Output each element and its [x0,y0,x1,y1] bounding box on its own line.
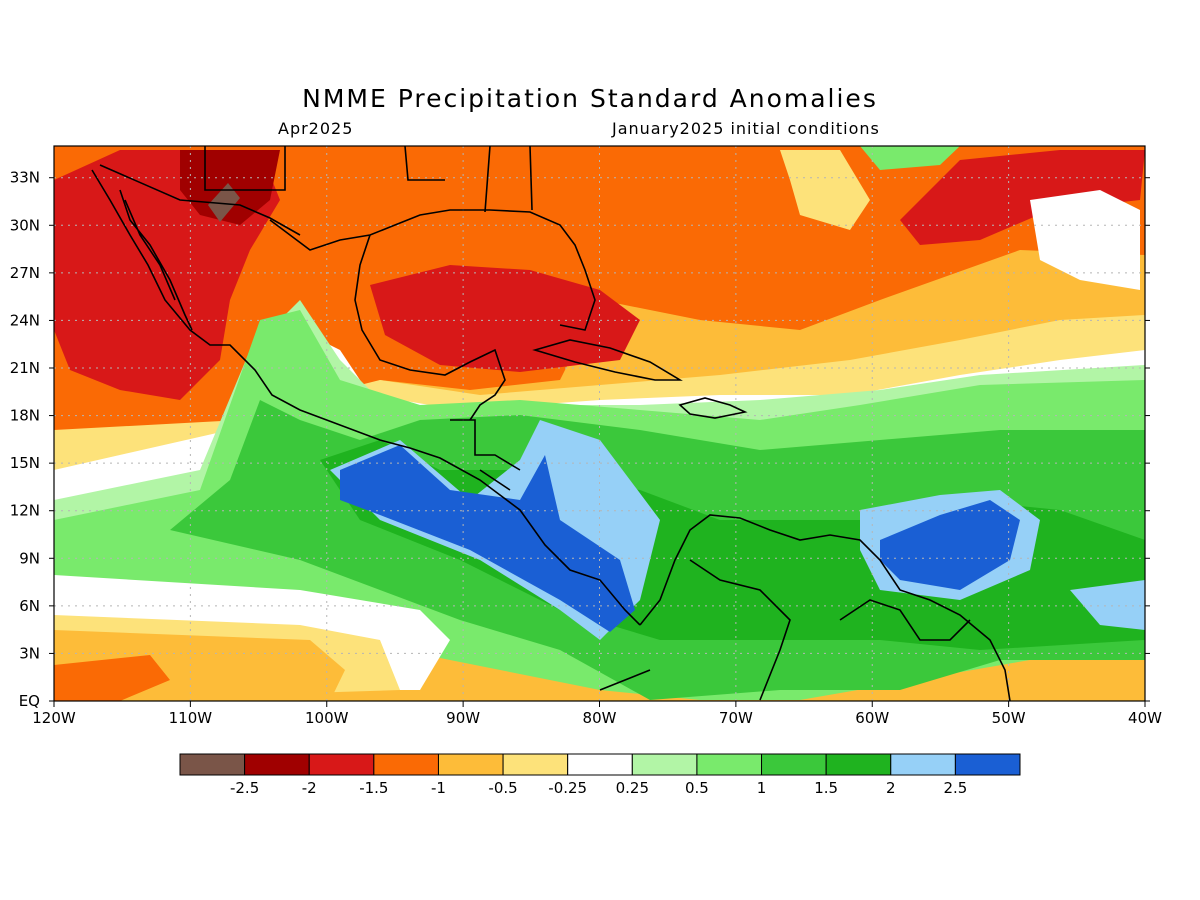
colorbar-legend: -2.5 -2 -1.5 -1 -0.5 -0.25 0.25 0.5 1 1.5 2 2.5 [179,753,1021,797]
lat-tick-label: 18N [10,407,40,425]
lon-tick-label: 40W [1128,709,1162,727]
coastline-gulf [269,209,596,421]
lat-tick-label: 21N [10,359,40,377]
lat-tick-label: 3N [19,644,40,662]
colorbar-swatch [567,753,633,776]
anomaly-region-gulf-dryness [370,265,640,372]
coastline-hispaniola [678,397,748,419]
colorbar-swatch [825,753,892,776]
colorbar-swatch [954,753,1021,776]
colorbar-label: -1.5 [359,779,388,797]
colorbar-label: -2 [302,779,317,797]
colorbar-swatch [244,753,310,776]
anomaly-field [54,146,1145,701]
anomaly-region-wet-deep-blue-atlantic [880,500,1020,590]
colorbar-label: 2 [886,779,896,797]
anomaly-region-wet-pale-blue-east [1070,580,1145,630]
lon-tick-label: 120W [32,709,76,727]
lon-tick-label: 60W [855,709,889,727]
lat-tick-label: 9N [19,549,40,567]
coastline-mexico-pacific [91,169,641,626]
lat-tick-label: 12N [10,502,40,520]
lat-tick-label: EQ [19,692,40,710]
lat-tick-label: 30N [10,216,40,234]
lon-tick-label: 50W [992,709,1026,727]
longitude-axis: 120W 110W 100W 90W 80W 70W 60W 50W 40W [32,701,1162,727]
colorbar-label: -0.5 [488,779,517,797]
coastline-cuba [532,339,683,381]
colorbar-swatch [437,753,504,776]
border-south-america [599,559,971,701]
colorbar-swatch [373,753,439,776]
colorbar-swatch [761,753,827,776]
lat-tick-label: 27N [10,264,40,282]
colorbar-label: -2.5 [230,779,259,797]
colorbar-label: 2.5 [943,779,967,797]
colorbar-label: 0.25 [616,779,649,797]
colorbar-swatch [179,753,246,776]
colorbar-swatch [696,753,763,776]
lon-tick-label: 110W [169,709,213,727]
colorbar-label: -1 [431,779,446,797]
colorbar-swatch [502,753,569,776]
initial-conditions: January2025 initial conditions [612,119,880,138]
lat-tick-label: 6N [19,597,40,615]
border-us-states [204,146,533,213]
anomaly-region-sw-us-extreme [208,183,240,222]
anomaly-region-atlantic-dryness [900,150,1145,245]
anomaly-region-south-dark-orange [54,655,170,701]
anomaly-region-atlantic-white [1030,190,1140,290]
anomaly-region-se-us-green [860,146,960,170]
border-central-america [450,419,521,491]
colorbar-swatch [631,753,698,776]
lat-tick-label: 24N [10,311,40,329]
anomaly-region-wet-deep-blue [340,445,635,632]
colorbar-label: 1.5 [814,779,838,797]
coastline-south-america [639,514,1011,701]
forecast-month: Apr2025 [278,119,354,138]
lat-tick-label: 15N [10,454,40,472]
colorbar-swatch [308,753,375,776]
lon-tick-label: 70W [719,709,753,727]
colorbar-label: 1 [757,779,767,797]
border-us-mexico [99,164,301,236]
colorbar-label: 0.5 [685,779,709,797]
colorbar-swatch [890,753,956,776]
lon-tick-label: 80W [583,709,617,727]
latitude-axis: EQ 3N 6N 9N 12N 15N 18N 21N 24N 27N 30N 33N [10,169,1150,710]
lon-tick-label: 90W [446,709,480,727]
anomaly-region-southeast-yellow [960,660,1145,701]
lat-tick-label: 33N [10,169,40,187]
anomaly-region-atlantic-light-yellow [780,150,870,230]
lat-lon-grid [54,146,1145,701]
coastlines [91,146,1011,701]
map-title: NMME Precipitation Standard Anomalies [302,84,878,113]
lon-tick-label: 100W [305,709,349,727]
coastline-baja [119,189,193,331]
colorbar-label: -0.25 [548,779,587,797]
